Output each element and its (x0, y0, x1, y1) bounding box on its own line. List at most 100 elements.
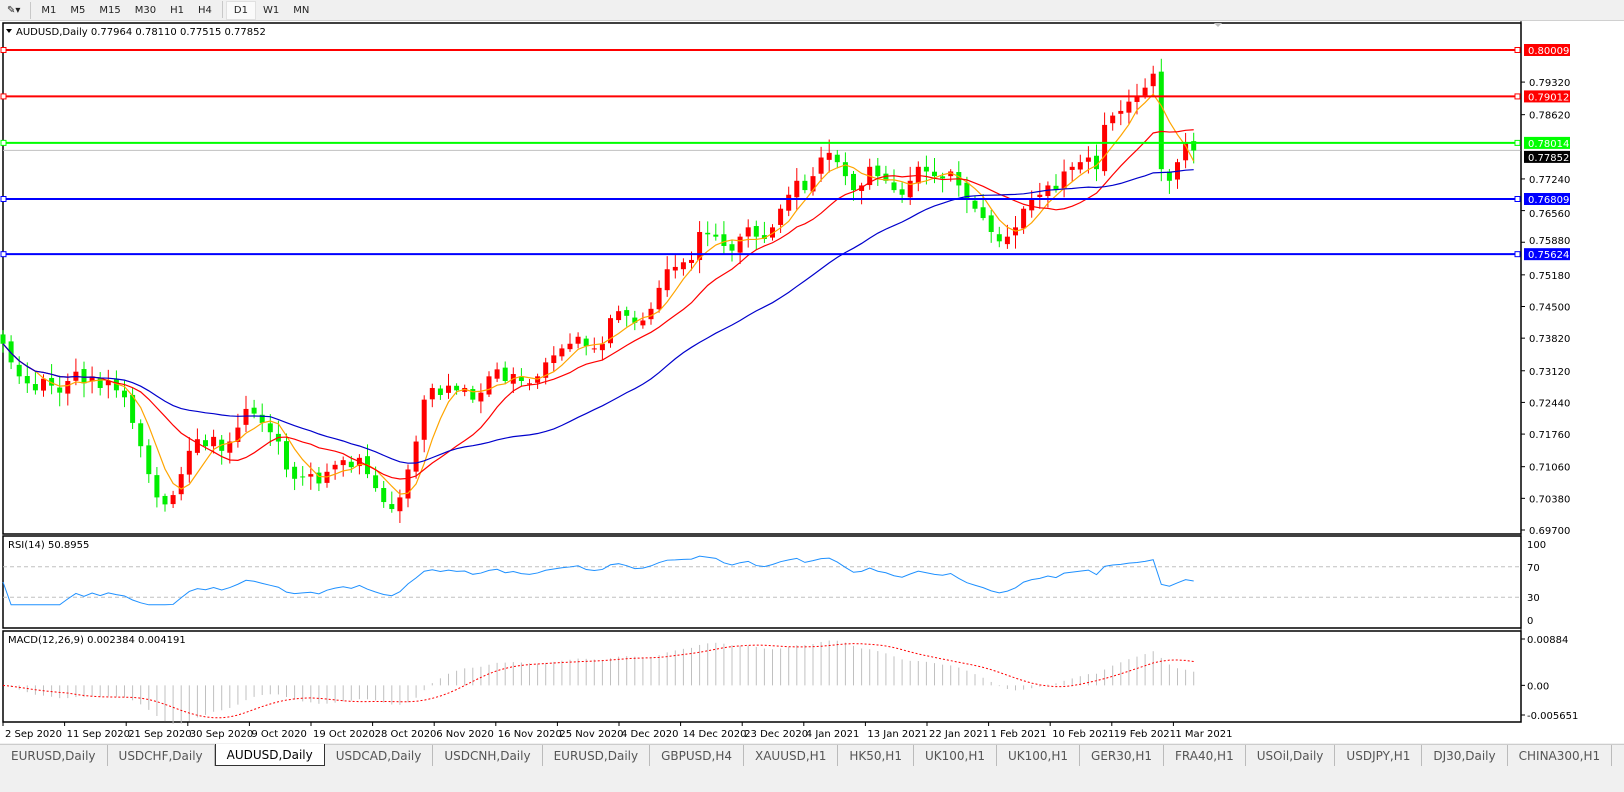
candle-down (16, 364, 22, 377)
level-handle[interactable] (0, 139, 7, 146)
candle-down (373, 475, 379, 489)
date-label: 4 Dec 2020 (621, 729, 679, 740)
price-tick-label: 0.74500 (1529, 303, 1570, 314)
timeframe-m5[interactable]: M5 (70, 4, 86, 16)
tab-usdcnh-daily[interactable]: USDCNH,Daily (433, 745, 543, 766)
candle-up (1150, 73, 1156, 87)
candle-up (697, 232, 703, 261)
tab-usoil-[interactable]: USOil, (1612, 745, 1624, 766)
candle-up (41, 378, 46, 391)
tab-usdchf-daily[interactable]: USDCHF,Daily (108, 745, 215, 766)
timeframe-m15[interactable]: M15 (99, 4, 121, 16)
tab-ger30-h1[interactable]: GER30,H1 (1080, 745, 1164, 766)
candle-down (875, 165, 881, 177)
tab-eurusd-daily[interactable]: EURUSD,Daily (543, 745, 651, 766)
candle-up (1110, 115, 1116, 124)
rsi-tick-label: 70 (1527, 563, 1540, 574)
timeframe-h4[interactable]: H4 (198, 4, 212, 16)
level-handle[interactable] (0, 251, 7, 258)
candle-down (705, 232, 711, 235)
rsi-panel (2, 535, 1522, 629)
chart-tabs: EURUSD,Daily USDCHF,Daily AUDUSD,Daily USDC… (0, 744, 1624, 766)
candle-up (227, 441, 233, 453)
level-handle[interactable] (1514, 139, 1521, 146)
candle-down (729, 244, 735, 251)
candle-down (1158, 71, 1164, 170)
candle-down (470, 389, 476, 400)
candle-up (1118, 110, 1124, 114)
chart-header-ohlc: AUDUSD,Daily 0.77964 0.78110 0.77515 0.7… (16, 27, 266, 38)
candle-down (713, 234, 719, 237)
date-label: 1 Mar 2021 (1175, 729, 1232, 740)
level-handle[interactable] (0, 47, 7, 53)
ma-mid-line (2, 129, 1194, 480)
chart-window[interactable]: 0.79320 0.78620 0.77240 0.76560 0.75880 0.751… (0, 21, 1624, 743)
level-handle[interactable] (1514, 47, 1521, 53)
macd-panel (2, 630, 1522, 723)
candle-up (680, 262, 686, 270)
level-handle[interactable] (0, 93, 7, 100)
chart-canvas[interactable]: 0.79320 0.78620 0.77240 0.76560 0.75880 0.751… (0, 21, 1624, 743)
candle-down (883, 173, 889, 181)
level-price-label: 0.75624 (1528, 250, 1569, 261)
candle-up (794, 180, 800, 198)
candle-down (518, 376, 524, 382)
tab-uk100-h1[interactable]: UK100,H1 (914, 745, 997, 766)
candle-up (494, 369, 500, 379)
candle-up (1085, 157, 1091, 162)
candle-down (932, 171, 937, 177)
timeframe-toolbar: ✎▾ M1 M5 M15 M30 H1 H4 D1 W1 MN (0, 0, 1624, 21)
timeframe-m30[interactable]: M30 (134, 4, 157, 16)
candle-down (624, 310, 630, 316)
candle-down (122, 390, 127, 398)
current-price-label: 0.77852 (1528, 153, 1569, 164)
candle-up (907, 180, 913, 198)
candle-up (770, 227, 775, 238)
tab-gbpusd-h4[interactable]: GBPUSD,H4 (650, 745, 744, 766)
candle-up (616, 311, 622, 321)
timeframe-mn[interactable]: MN (293, 4, 310, 16)
tab-audusd-daily[interactable]: AUDUSD,Daily (214, 744, 325, 766)
level-handle[interactable] (0, 195, 7, 202)
date-label: 16 Nov 2020 (498, 729, 562, 740)
tab-usdcad-daily[interactable]: USDCAD,Daily (325, 745, 434, 766)
price-tick-label: 0.78620 (1529, 111, 1570, 122)
timeframe-w1[interactable]: W1 (262, 4, 280, 16)
tab-china300-h1[interactable]: CHINA300,H1 (1508, 745, 1613, 766)
tab-dj30-daily[interactable]: DJ30,Daily (1422, 745, 1508, 766)
tab-uk100-h1[interactable]: UK100,H1 (997, 745, 1081, 766)
date-label: 19 Oct 2020 (313, 729, 375, 740)
level-handle[interactable] (1514, 195, 1521, 202)
date-label: 14 Dec 2020 (683, 729, 747, 740)
price-tick-label: 0.70380 (1529, 494, 1570, 505)
tab-hk50-h1[interactable]: HK50,H1 (838, 745, 914, 766)
level-handle[interactable] (1514, 93, 1521, 100)
timeframe-d1[interactable]: D1 (225, 0, 256, 20)
candle-down (1166, 171, 1172, 181)
tab-eurusd-daily[interactable]: EURUSD,Daily (0, 745, 108, 766)
collapse-triangle-icon[interactable] (6, 29, 12, 33)
rsi-label: RSI(14) 50.8955 (8, 540, 89, 551)
macd-label: MACD(12,26,9) 0.002384 0.004191 (8, 635, 186, 646)
candle-up (1183, 143, 1189, 161)
timeframe-m1[interactable]: M1 (41, 4, 57, 16)
candle-up (340, 460, 346, 466)
date-label: 11 Sep 2020 (67, 729, 130, 740)
chart-shift-marker-icon[interactable] (1214, 23, 1222, 27)
tab-fra40-h1[interactable]: FRA40,H1 (1164, 745, 1246, 766)
tab-usdjpy-h1[interactable]: USDJPY,H1 (1335, 745, 1423, 766)
tab-usoil-daily[interactable]: USOil,Daily (1246, 745, 1336, 766)
candle-down (381, 488, 387, 503)
candle-up (818, 157, 824, 174)
candle-down (348, 461, 354, 468)
price-tick-label: 0.71760 (1529, 430, 1570, 441)
candle-down (851, 173, 856, 191)
candle-up (194, 439, 200, 453)
tab-xauusd-h1[interactable]: XAUUSD,H1 (744, 745, 839, 766)
level-handle[interactable] (1514, 251, 1521, 258)
candle-up (689, 259, 694, 263)
timeframe-h1[interactable]: H1 (170, 4, 185, 16)
drawing-tools-icon[interactable]: ✎▾ (7, 4, 21, 16)
candle-down (146, 445, 152, 475)
candle-up (778, 208, 784, 225)
